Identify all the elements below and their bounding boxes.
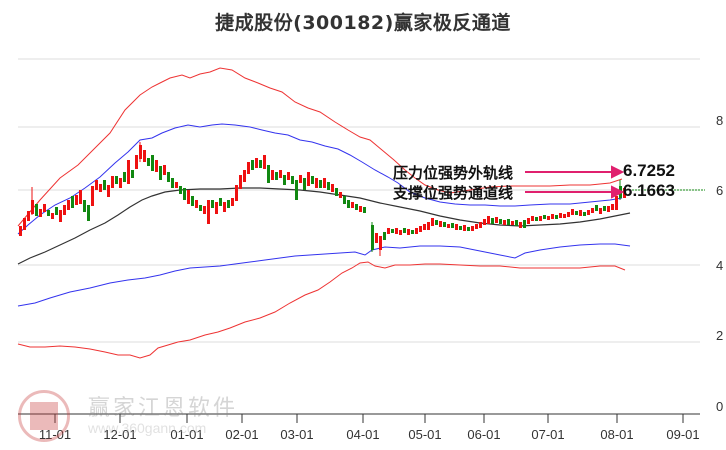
- x-axis: [18, 413, 700, 423]
- x-tick-05-01: 05-01: [408, 427, 442, 442]
- watermark-seal-icon: [18, 390, 70, 442]
- support-value: 6.1663: [623, 181, 675, 200]
- y-tick-4: 4: [716, 258, 724, 273]
- support-label: 支撑位强势通道线: [393, 184, 514, 202]
- resistance-label: 压力位强势外轨线: [393, 164, 514, 182]
- y-tick-8: 8: [716, 113, 724, 128]
- y-tick-2: 2: [716, 328, 724, 343]
- resistance-value: 6.7252: [623, 161, 675, 180]
- x-tick-12-01: 12-01: [103, 427, 137, 442]
- support-arrow: [525, 185, 625, 199]
- x-tick-06-01: 06-01: [467, 427, 501, 442]
- inner-lower-band: [17, 243, 631, 307]
- y-tick-0: 0: [716, 399, 724, 414]
- gridlines: [18, 58, 700, 343]
- outer-lower-band: [17, 261, 626, 359]
- watermark-name: 赢家江恩软件: [88, 396, 239, 421]
- outer-upper-band: [17, 67, 623, 227]
- inner-upper-band: [17, 123, 623, 235]
- chart-title: 捷成股份(300182)赢家极反通道: [215, 12, 511, 34]
- resistance-arrow: [525, 165, 625, 179]
- x-tick-09-01: 09-01: [666, 427, 700, 442]
- watermark-url: www.360gann.com: [88, 420, 207, 436]
- x-tick-01-01: 01-01: [170, 427, 204, 442]
- middle-line: [17, 187, 631, 265]
- x-tick-07-01: 07-01: [531, 427, 565, 442]
- x-tick-08-01: 08-01: [600, 427, 634, 442]
- x-tick-03-01: 03-01: [280, 427, 314, 442]
- y-tick-6: 6: [716, 183, 724, 198]
- x-tick-04-01: 04-01: [346, 427, 380, 442]
- candlesticks: [19, 142, 626, 256]
- x-tick-02-01: 02-01: [225, 427, 259, 442]
